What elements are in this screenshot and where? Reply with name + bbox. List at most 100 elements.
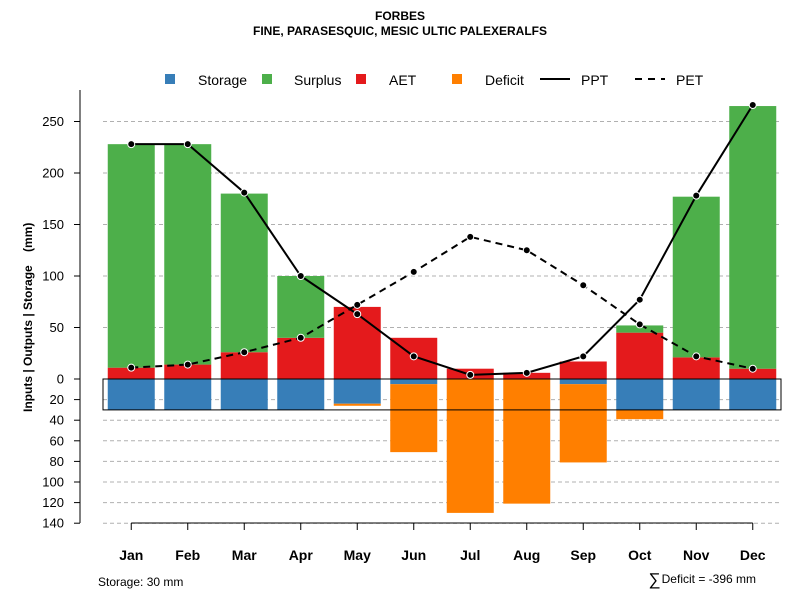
- deficit-text: Deficit = -396 mm: [661, 572, 756, 586]
- x-tick-label: Dec: [740, 547, 766, 563]
- bar-aet: [277, 337, 325, 379]
- pet-point: [522, 246, 531, 255]
- legend-aet-label: AET: [389, 72, 417, 88]
- bar-surplus: [164, 144, 212, 365]
- bar-storage: [390, 379, 438, 385]
- legend-deficit-swatch: [452, 74, 462, 84]
- pet-point: [692, 352, 701, 361]
- y-tick-label: 60: [50, 433, 64, 448]
- ppt-point: [409, 352, 418, 361]
- ppt-point: [748, 101, 757, 110]
- y-tick-label: 0: [57, 372, 64, 387]
- bar-storage: [333, 379, 381, 404]
- ppt-point: [692, 191, 701, 200]
- bar-storage: [220, 379, 268, 410]
- y-tick-label: 140: [42, 516, 64, 531]
- pet-line: [131, 235, 753, 370]
- bar-aet: [107, 367, 155, 379]
- bar-storage: [559, 379, 607, 385]
- ppt-point: [522, 368, 531, 377]
- y-tick-label: 250: [42, 114, 64, 129]
- pet-point: [183, 360, 192, 369]
- pet-point: [409, 267, 418, 276]
- ppt-line: [131, 104, 754, 376]
- bar-deficit: [446, 379, 494, 513]
- x-tick-label: Jun: [401, 547, 426, 563]
- ppt-point: [240, 188, 249, 197]
- legend: Storage Surplus AET Deficit PPT PET: [165, 72, 704, 88]
- x-tick-label: Jan: [119, 547, 143, 563]
- bar-storage: [277, 379, 325, 410]
- pet-point: [240, 348, 249, 357]
- bar-storage: [729, 379, 777, 410]
- x-tick-label: Nov: [683, 547, 710, 563]
- x-tick-label: Jul: [460, 547, 480, 563]
- ppt-point: [296, 272, 305, 280]
- ppt-point: [353, 310, 362, 319]
- bar-surplus: [277, 276, 325, 338]
- bar-storage: [672, 379, 720, 410]
- y-tick-label: 150: [42, 217, 64, 232]
- chart-title: FORBES: [374, 9, 425, 23]
- legend-surplus-label: Surplus: [294, 72, 341, 88]
- pet-point: [466, 232, 475, 241]
- legend-storage-label: Storage: [198, 72, 247, 88]
- y-tick-label: 100: [42, 475, 64, 490]
- sigma-symbol: ∑: [648, 570, 661, 589]
- pet-point: [127, 363, 136, 372]
- bar-deficit: [559, 384, 607, 463]
- x-tick-label: Apr: [289, 547, 314, 563]
- deficit-note: ∑Deficit = -396 mm: [649, 570, 756, 590]
- x-tick-label: Aug: [513, 547, 540, 563]
- legend-pet-label: PET: [676, 72, 704, 88]
- legend-aet-swatch: [356, 74, 366, 84]
- pet-point: [296, 333, 305, 342]
- y-tick-label: 120: [42, 495, 64, 510]
- storage-note: Storage: 30 mm: [98, 575, 184, 589]
- ppt-point: [183, 140, 192, 149]
- ppt-point: [127, 140, 136, 149]
- y-tick-label: 200: [42, 166, 64, 181]
- y-tick-label: 100: [42, 269, 64, 284]
- bar-aet: [333, 306, 381, 379]
- bar-storage: [164, 379, 212, 410]
- legend-ppt-label: PPT: [581, 72, 609, 88]
- bar-surplus: [672, 196, 720, 358]
- bars: [107, 106, 777, 513]
- y-axis: [74, 90, 81, 524]
- bar-aet: [559, 361, 607, 379]
- bar-surplus: [729, 106, 777, 369]
- x-tick-label: Mar: [232, 547, 257, 563]
- ppt-point: [579, 352, 588, 361]
- storage-capacity-box: [102, 378, 782, 411]
- y-tick-label: 40: [50, 413, 64, 428]
- ppt-point: [635, 295, 644, 304]
- bar-deficit: [616, 409, 664, 420]
- chart-subtitle: FINE, PARASESQUIC, MESIC ULTIC PALEXERAL…: [252, 24, 548, 38]
- x-tick-label: Feb: [175, 547, 200, 563]
- x-axis: [130, 522, 754, 530]
- bar-storage: [107, 379, 155, 410]
- line-points: [127, 101, 757, 379]
- bar-aet: [672, 357, 720, 379]
- bar-aet: [164, 364, 212, 379]
- bar-aet: [220, 352, 268, 379]
- pet-point: [748, 364, 757, 373]
- x-tick-label: Sep: [570, 547, 596, 563]
- bar-surplus: [220, 193, 268, 353]
- legend-deficit-label: Deficit: [485, 72, 524, 88]
- legend-surplus-swatch: [262, 74, 272, 84]
- bar-deficit: [390, 384, 438, 453]
- x-tick-label: May: [344, 547, 371, 563]
- pet-point: [353, 300, 362, 309]
- legend-storage-swatch: [165, 74, 175, 84]
- y-tick-label: 50: [50, 320, 64, 335]
- bar-deficit: [503, 379, 551, 504]
- bar-surplus: [107, 144, 155, 368]
- bar-aet: [616, 332, 664, 379]
- pet-point: [579, 281, 588, 290]
- pet-point: [635, 320, 644, 329]
- bar-storage: [616, 379, 664, 410]
- bar-aet: [729, 368, 777, 379]
